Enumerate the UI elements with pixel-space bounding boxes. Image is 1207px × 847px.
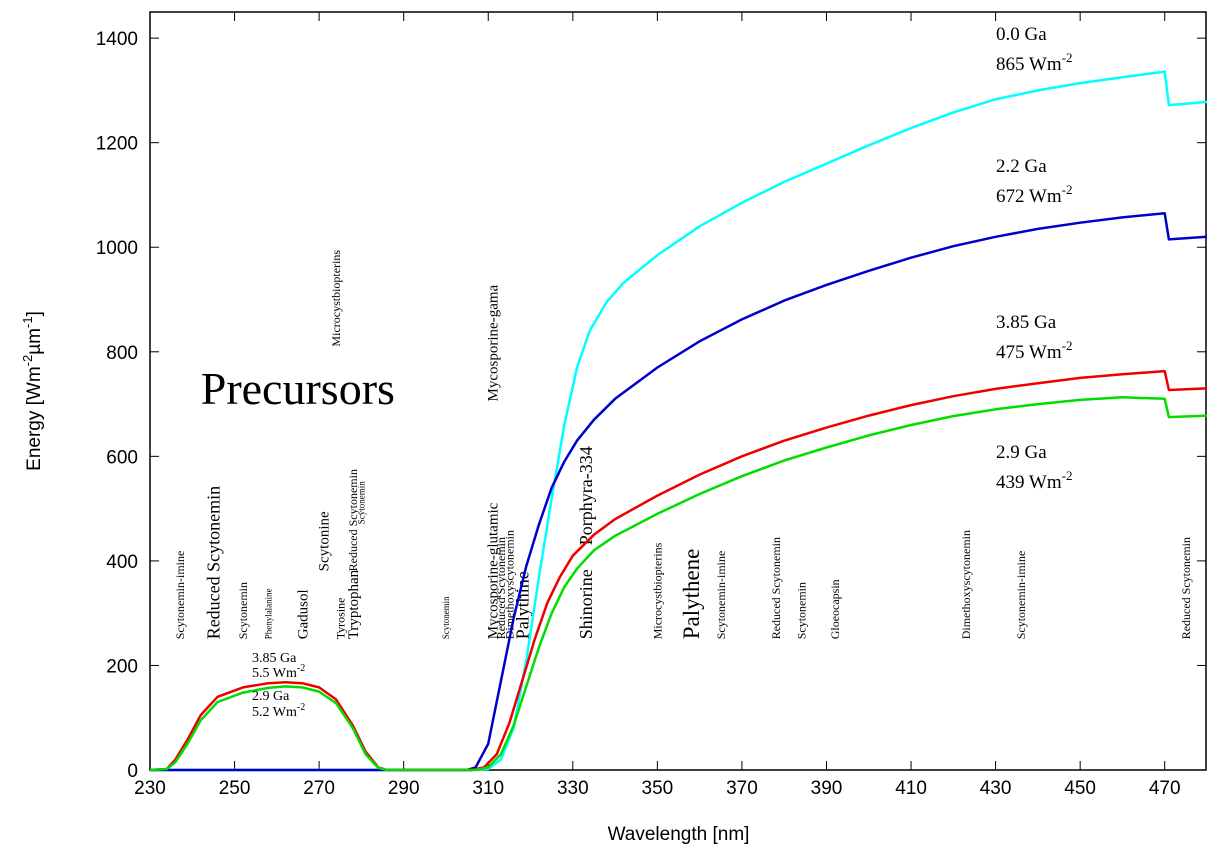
axis-tick-labels: 230 250 270 290 310 330 350 370 390 410 430 450 470 0… <box>96 29 1181 799</box>
compound-annotation: Tryptophan <box>346 569 362 639</box>
compound-annotation: Shinorine <box>576 569 596 639</box>
compound-annotation: Scytonemin <box>357 481 367 524</box>
compound-annotation: Porphyra-334 <box>576 446 596 545</box>
y-tick-label: 200 <box>106 656 138 677</box>
compound-annotation: Palythine <box>512 571 532 639</box>
series-label-flux: 865 Wm-2 <box>996 50 1072 75</box>
x-axis-title: Wavelength [nm] <box>608 824 750 845</box>
y-axis-title-part: ] <box>24 311 45 316</box>
x-tick-label: 230 <box>134 778 166 799</box>
compound-annotation: Reduced Scytonemin <box>769 537 783 639</box>
spectrum-lines <box>149 70 1207 772</box>
uv-label-age: 2.9 Ga <box>252 689 290 704</box>
y-tick-label: 1400 <box>96 29 138 50</box>
uv-label-flux-sup: -2 <box>297 663 305 674</box>
compound-annotations: Precursors Scytonemin-imine Reduced Scyton… <box>173 250 1193 640</box>
uv-label-flux-value: 5.5 Wm <box>252 666 297 681</box>
y-axis-title-part: -2 <box>20 355 35 367</box>
uv-label-flux-value: 5.2 Wm <box>252 705 297 720</box>
x-tick-label: 250 <box>219 778 251 799</box>
uv-label-flux-sup: -2 <box>297 702 305 713</box>
compound-annotation: Reduced Scytonemin <box>204 486 224 639</box>
uv-label-flux: 5.5 Wm-2 <box>252 663 305 681</box>
x-tick-label: 310 <box>472 778 504 799</box>
x-tick-label: 450 <box>1064 778 1096 799</box>
series-label-flux-sup: -2 <box>1062 182 1073 197</box>
y-tick-label: 1200 <box>96 134 138 155</box>
y-tick-label: 1000 <box>96 238 138 259</box>
compound-annotation: Mycosporine-glutamic <box>486 502 502 639</box>
compound-annotation: Phenylalanine <box>264 588 274 639</box>
series-line-2 <box>149 369 1207 772</box>
compound-annotation: Reduced Scytonemin <box>494 537 508 639</box>
x-tick-label: 470 <box>1149 778 1181 799</box>
y-axis-title-part: Energy [Wm <box>24 366 45 471</box>
compound-annotation: Mycosporine-gama <box>486 284 502 401</box>
y-axis-title-part: -1 <box>20 316 35 328</box>
series-label-flux-sup: -2 <box>1062 50 1073 65</box>
y-tick-label: 400 <box>106 552 138 573</box>
y-tick-label: 600 <box>106 447 138 468</box>
compound-annotation: Microcystbiopterins <box>329 250 343 347</box>
y-tick-label: 800 <box>106 343 138 364</box>
compound-annotation: Scytonemin-imine <box>1014 551 1028 640</box>
compound-annotation: Reduced Scytonemin <box>346 469 360 571</box>
uv-label-flux: 5.2 Wm-2 <box>252 702 305 720</box>
compound-annotation: Scytonemin <box>794 582 808 639</box>
series-label-age: 2.2 Ga <box>996 156 1047 177</box>
series-label-flux-value: 439 Wm <box>996 472 1062 493</box>
series-label-flux: 439 Wm-2 <box>996 468 1072 493</box>
x-tick-label: 410 <box>895 778 927 799</box>
compound-annotation: Palythene <box>679 549 704 640</box>
x-tick-label: 430 <box>980 778 1012 799</box>
compound-annotation: Scytonemin <box>236 582 250 639</box>
series-label-flux: 672 Wm-2 <box>996 182 1072 207</box>
compound-annotation: Dimethoxyscytonemin <box>959 530 973 639</box>
x-tick-label: 330 <box>557 778 589 799</box>
x-tick-label: 270 <box>303 778 335 799</box>
plot-frame <box>149 11 1207 771</box>
x-tick-label: 290 <box>388 778 420 799</box>
series-label-flux-sup: -2 <box>1062 338 1073 353</box>
uv-label-age: 3.85 Ga <box>252 651 297 666</box>
series-label-flux-value: 865 Wm <box>996 54 1062 75</box>
compound-annotation: Tyrosine <box>333 597 347 639</box>
compound-annotation: Scytonemin-imine <box>714 551 728 640</box>
series-line-1 <box>150 212 1207 772</box>
series-label-age: 0.0 Ga <box>996 24 1047 45</box>
series-label-age: 2.9 Ga <box>996 442 1047 463</box>
y-axis-title: Energy [Wm-2µm-1] <box>20 311 45 471</box>
axis-ticks <box>149 12 1206 771</box>
compound-annotation: Precursors <box>201 363 395 414</box>
x-tick-label: 390 <box>811 778 843 799</box>
series-label-flux-value: 672 Wm <box>996 186 1062 207</box>
series-label-flux: 475 Wm-2 <box>996 338 1072 363</box>
series-label-age: 3.85 Ga <box>996 312 1057 333</box>
series-line-3 <box>149 396 1207 772</box>
y-axis-title-part: µm <box>24 328 45 355</box>
compound-annotation: Dimethoxyscytonemin <box>503 530 517 639</box>
compound-annotation: Microcystbiopterins <box>651 542 665 639</box>
series-line-0 <box>150 70 1207 772</box>
x-tick-label: 350 <box>642 778 674 799</box>
y-tick-label: 0 <box>127 761 138 782</box>
series-label-flux-value: 475 Wm <box>996 342 1062 363</box>
compound-annotation: Scytonemin-imine <box>173 551 187 640</box>
series-label-flux-sup: -2 <box>1062 468 1073 483</box>
x-tick-label: 370 <box>726 778 758 799</box>
compound-annotation: Scytonemin <box>441 596 451 639</box>
compound-annotation: Gadusol <box>295 589 311 639</box>
compound-annotation: Gloeocapsin <box>828 579 842 639</box>
compound-annotation: Scytonine <box>317 511 333 571</box>
compound-annotation: Reduced Scytonemin <box>1179 537 1193 639</box>
